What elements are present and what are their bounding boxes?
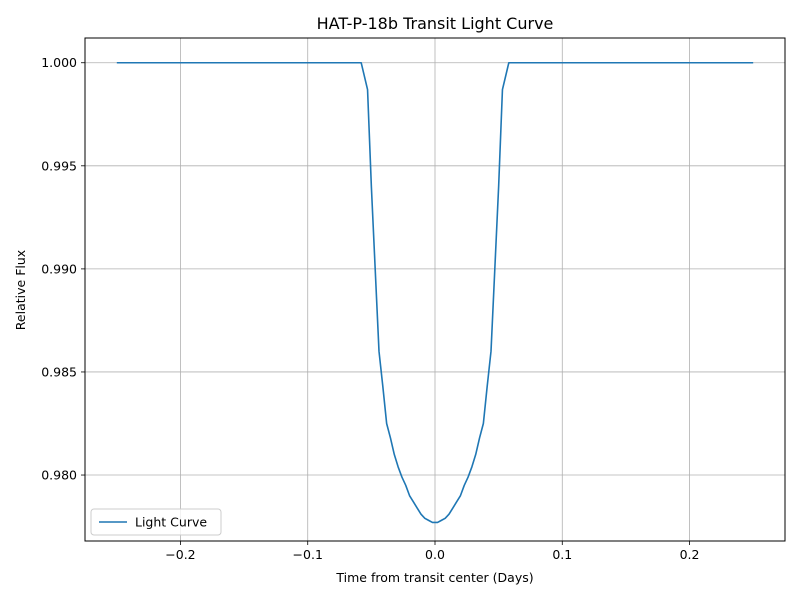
legend-label: Light Curve	[135, 515, 207, 530]
legend-box	[90, 508, 222, 536]
y-tick-label: 0.980	[41, 468, 77, 483]
series-layer	[116, 61, 754, 524]
x-tick-label: −0.2	[165, 547, 195, 562]
x-tick-label: 0.1	[552, 547, 572, 562]
x-axis-label: Time from transit center (Days)	[335, 570, 533, 585]
x-tick-label: −0.1	[293, 547, 323, 562]
x-tick-label: 0.0	[425, 547, 445, 562]
x-tick-label: 0.2	[680, 547, 700, 562]
legend: Light Curve	[90, 508, 222, 536]
y-axis-label: Relative Flux	[13, 250, 28, 330]
y-tick-label: 0.995	[41, 158, 77, 173]
y-tick-label: 1.000	[41, 55, 77, 70]
chart-title: HAT-P-18b Transit Light Curve	[317, 14, 554, 33]
y-tick-label: 0.990	[41, 261, 77, 276]
series-line	[116, 61, 754, 524]
y-tick-label: 0.985	[41, 364, 77, 379]
tick-layer: −0.2 −0.1 0.0 0.1 0.2 0.980 0.985 0.990 0.995 1.0…	[41, 55, 699, 562]
